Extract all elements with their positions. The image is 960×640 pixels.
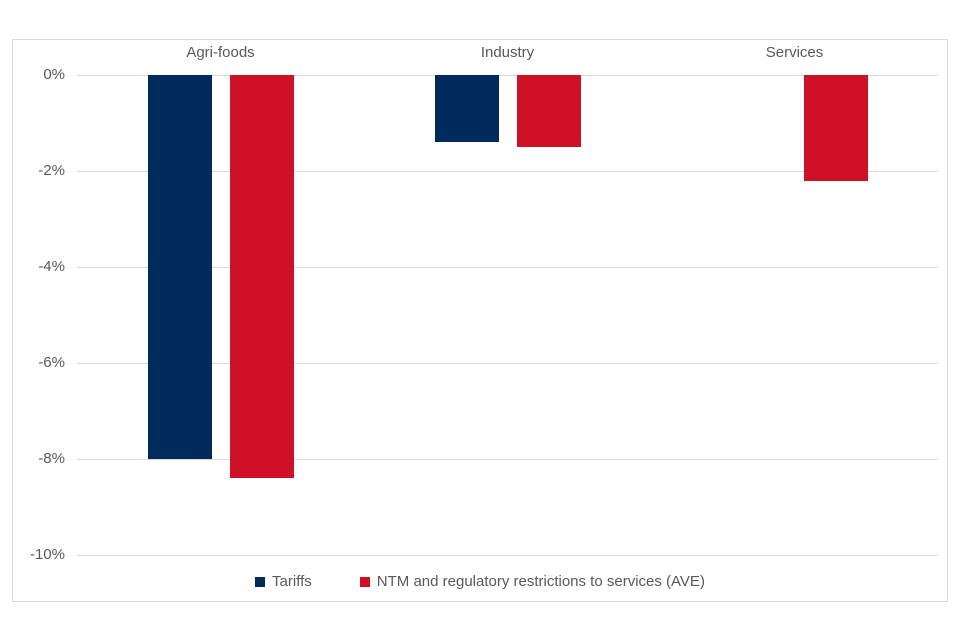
- y-axis-tick-label: -2%: [38, 162, 65, 179]
- bar-ntm-and-regulatory-restrictions-to-services-ave-agri-foods: [229, 75, 294, 479]
- y-axis-tick-label: -6%: [38, 354, 65, 371]
- legend: Tariffs NTM and regulatory restrictions t…: [13, 573, 947, 590]
- gridline: [77, 75, 938, 76]
- gridline: [77, 555, 938, 556]
- y-axis-tick-label: -10%: [29, 546, 65, 563]
- gridline: [77, 363, 938, 364]
- legend-label: Tariffs: [272, 573, 312, 590]
- chart-card: Agri-foods Industry Services 0% -2% -4% -6% -8…: [12, 39, 948, 602]
- y-axis-tick-label: -4%: [38, 258, 65, 275]
- bar-ntm-and-regulatory-restrictions-to-services-ave-services: [803, 75, 868, 181]
- legend-swatch-icon: [255, 576, 266, 587]
- legend-label: NTM and regulatory restrictions to servi…: [376, 573, 705, 590]
- gridline: [77, 459, 938, 460]
- category-label-agri-foods: Agri-foods: [186, 44, 255, 61]
- legend-item-ntm-and-regulatory-restrictions-to-services-ave: NTM and regulatory restrictions to servi…: [359, 573, 705, 590]
- gridline: [77, 171, 938, 172]
- category-label-industry: Industry: [480, 44, 535, 61]
- legend-item-tariffs: Tariffs: [255, 573, 312, 590]
- bar-ntm-and-regulatory-restrictions-to-services-ave-industry: [516, 75, 581, 147]
- legend-swatch-icon: [359, 576, 370, 587]
- gridline: [77, 267, 938, 268]
- bar-tariffs-industry: [434, 75, 499, 143]
- bar-tariffs-agri-foods: [147, 75, 212, 459]
- y-axis-tick-label: 0%: [43, 66, 65, 83]
- y-axis-tick-label: -8%: [38, 450, 65, 467]
- category-label-services: Services: [765, 44, 824, 61]
